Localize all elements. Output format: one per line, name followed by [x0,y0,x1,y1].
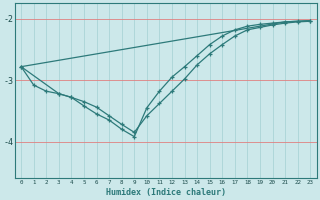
X-axis label: Humidex (Indice chaleur): Humidex (Indice chaleur) [106,188,226,197]
